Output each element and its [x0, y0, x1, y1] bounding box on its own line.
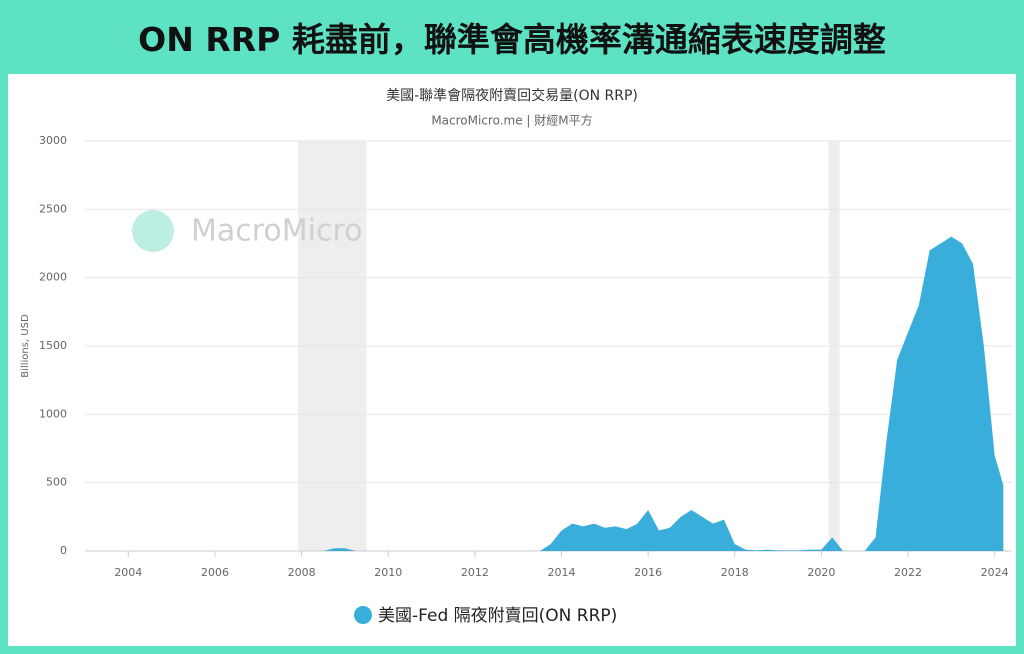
page-title: ON RRP 耗盡前，聯準會高機率溝通縮表速度調整	[138, 20, 886, 59]
y-tick-label: 1000	[39, 407, 67, 420]
legend-marker	[354, 606, 372, 624]
x-tick-label: 2016	[634, 566, 662, 579]
x-tick-label: 2020	[807, 566, 835, 579]
y-tick-label: 0	[60, 544, 67, 557]
x-tick-label: 2006	[201, 566, 229, 579]
x-tick-label: 2012	[461, 566, 489, 579]
x-tick-label: 2022	[894, 566, 922, 579]
y-tick-label: 2000	[39, 271, 67, 284]
y-tick-label: 1500	[39, 339, 67, 352]
x-tick-label: 2010	[374, 566, 402, 579]
watermark: MacroMicro	[191, 214, 363, 249]
x-tick-label: 2014	[547, 566, 575, 579]
chart-subtitle: MacroMicro.me | 財經M平方	[431, 113, 592, 128]
y-axis-label: Billions, USD	[20, 314, 31, 378]
x-tick-label: 2004	[114, 566, 142, 579]
area	[85, 236, 1004, 551]
y-tick-label: 2500	[39, 202, 67, 215]
legend-label: 美國-Fed 隔夜附賣回(ON RRP)	[378, 606, 617, 626]
watermark-logo	[132, 210, 174, 252]
chart-title: 美國-聯準會隔夜附賣回交易量(ON RRP)	[386, 87, 638, 104]
y-tick-label: 500	[46, 476, 67, 489]
x-tick-label: 2024	[981, 566, 1009, 579]
chart: 美國-聯準會隔夜附賣回交易量(ON RRP) MacroMicro.me | 財經…	[8, 74, 1016, 646]
x-tick-label: 2008	[288, 566, 316, 579]
y-tick-label: 3000	[39, 134, 67, 147]
x-tick-label: 2018	[721, 566, 749, 579]
